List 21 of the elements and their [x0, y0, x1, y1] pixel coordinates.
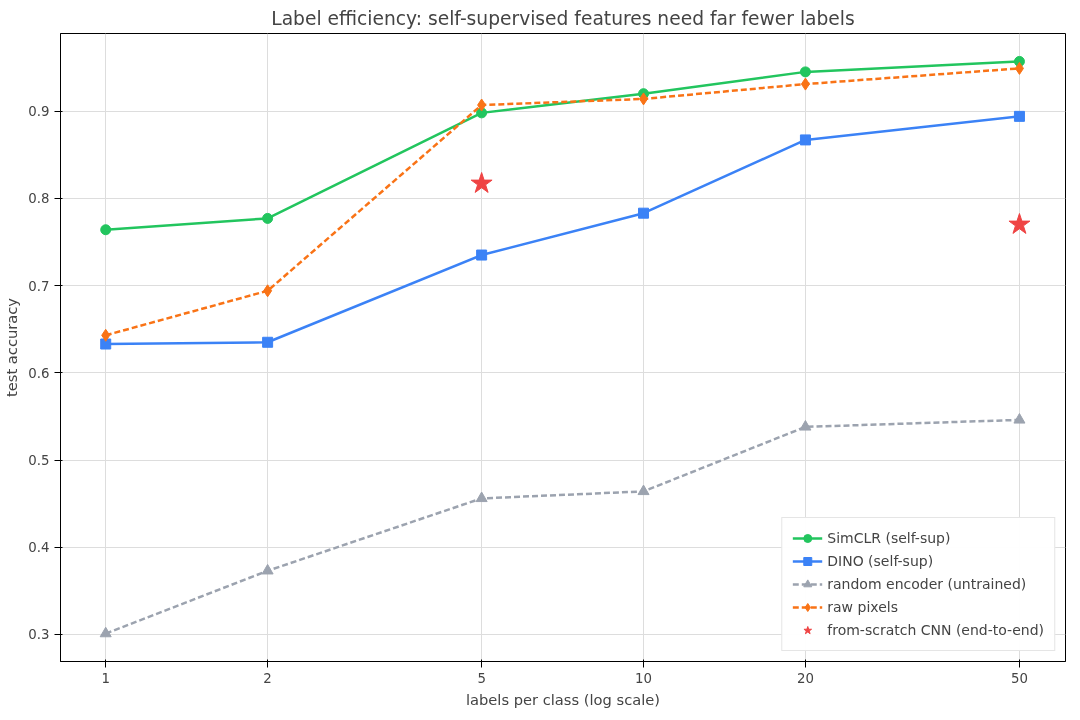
x-tick-label: 2: [263, 670, 272, 686]
y-tick-label: 0.8: [28, 191, 50, 207]
y-tick-label: 0.9: [28, 104, 50, 120]
x-axis-title: labels per class (log scale): [466, 690, 661, 708]
y-tick-label: 0.3: [28, 627, 50, 643]
y-axis-title: test accuracy: [3, 297, 21, 397]
legend-label: from-scratch CNN (end-to-end): [827, 622, 1044, 638]
x-tick-label: 20: [796, 670, 814, 686]
x-tick-label: 10: [635, 670, 653, 686]
legend-label: DINO (self-sup): [827, 553, 934, 569]
legend-label: raw pixels: [827, 599, 898, 615]
chart-title: Label efficiency: self-supervised features need far fewer labels: [271, 7, 855, 29]
y-tick-label: 0.4: [28, 540, 50, 556]
x-tick-label: 1: [101, 670, 110, 686]
y-tick-label: 0.6: [28, 365, 50, 381]
legend-label: random encoder (untrained): [827, 576, 1027, 592]
y-tick-label: 0.7: [28, 278, 50, 294]
x-tick-label: 50: [1010, 670, 1028, 686]
y-tick-label: 0.5: [28, 453, 50, 469]
legend-label: SimCLR (self-sup): [827, 530, 951, 546]
x-tick-label: 5: [477, 670, 486, 686]
